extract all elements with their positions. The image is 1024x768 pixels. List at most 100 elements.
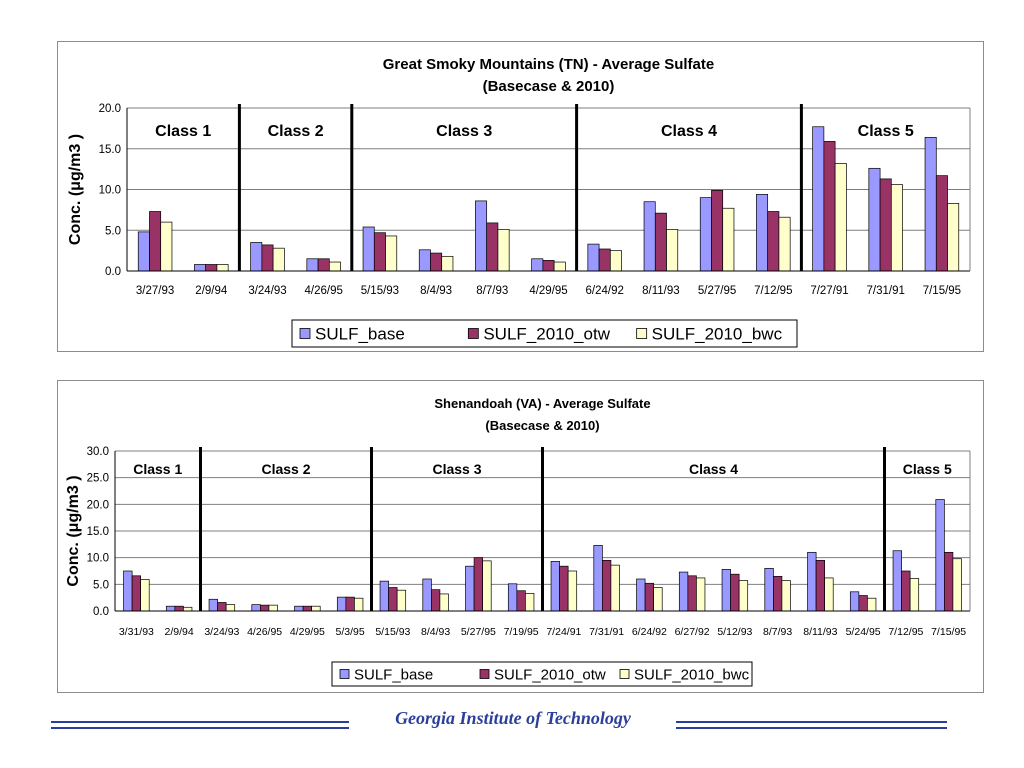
bar-sulf-2010-bwc bbox=[781, 580, 791, 612]
bar-sulf-2010-bwc bbox=[225, 604, 236, 612]
class-label: Class 3 bbox=[436, 123, 492, 140]
bar-sulf-base bbox=[807, 551, 817, 612]
bar-sulf-2010-bwc bbox=[952, 558, 962, 612]
bar-sulf-base bbox=[593, 545, 603, 612]
bar-sulf-2010-otw bbox=[516, 590, 526, 612]
bar-sulf-2010-otw bbox=[858, 595, 868, 612]
bar-sulf-2010-bwc bbox=[216, 264, 229, 272]
x-category-label: 5/15/93 bbox=[361, 285, 399, 297]
legend: SULF_base SULF_2010_otw SULF_2010_bwc bbox=[291, 319, 798, 348]
x-category-label: 8/11/93 bbox=[803, 626, 837, 638]
x-category-label: 2/9/94 bbox=[165, 626, 194, 638]
y-tick-label: 5.0 bbox=[93, 579, 109, 591]
x-category-label: 7/27/91 bbox=[810, 285, 848, 297]
chart-panel-shenandoah: Shenandoah (VA) - Average Sulfate (Baseca… bbox=[57, 380, 984, 693]
bar-sulf-2010-bwc bbox=[385, 235, 398, 272]
y-tick-label: 10.0 bbox=[87, 553, 109, 565]
x-category-label: 4/26/95 bbox=[247, 626, 282, 638]
bar-sulf-2010-otw bbox=[687, 575, 697, 612]
chart-panel-smoky: Great Smoky Mountains (TN) - Average Sul… bbox=[57, 41, 984, 352]
class-label: Class 1 bbox=[155, 123, 211, 140]
bar-sulf-2010-otw bbox=[542, 260, 555, 272]
bar-sulf-2010-otw bbox=[598, 248, 611, 272]
bar-sulf-base bbox=[636, 578, 646, 612]
bar-sulf-base bbox=[137, 231, 150, 272]
legend-box bbox=[291, 319, 798, 348]
legend-box bbox=[331, 661, 753, 687]
x-category-label: 7/19/95 bbox=[504, 626, 539, 638]
bar-sulf-2010-bwc bbox=[525, 593, 535, 612]
legend-swatch bbox=[339, 669, 350, 679]
bar-sulf-2010-bwc bbox=[890, 184, 903, 272]
bar-sulf-base bbox=[924, 136, 937, 272]
bar-sulf-2010-otw bbox=[473, 557, 484, 612]
bar-sulf-2010-bwc bbox=[272, 247, 285, 272]
bar-sulf-2010-otw bbox=[131, 575, 141, 612]
x-category-label: 7/15/95 bbox=[931, 626, 966, 638]
bar-sulf-2010-bwc bbox=[439, 593, 449, 612]
bar-sulf-base bbox=[194, 264, 207, 272]
bar-sulf-base bbox=[721, 569, 731, 612]
bar-sulf-2010-bwc bbox=[696, 577, 706, 612]
bar-sulf-base bbox=[868, 167, 881, 272]
bar-sulf-2010-otw bbox=[373, 232, 386, 272]
bar-sulf-2010-bwc bbox=[722, 207, 735, 272]
legend-label: SULF_2010_otw bbox=[483, 325, 610, 344]
y-tick-label: 25.0 bbox=[87, 473, 109, 485]
bar-sulf-2010-bwc bbox=[778, 216, 791, 272]
bar-sulf-2010-otw bbox=[317, 258, 330, 272]
bar-sulf-2010-otw bbox=[730, 573, 740, 612]
bar-sulf-2010-otw bbox=[174, 605, 184, 612]
x-category-label: 4/29/95 bbox=[290, 626, 325, 638]
class-label: Class 2 bbox=[261, 461, 310, 477]
bar-sulf-base bbox=[764, 567, 774, 612]
bar-sulf-2010-bwc bbox=[653, 587, 663, 612]
x-category-label: 8/4/93 bbox=[421, 626, 450, 638]
y-tick-label: 0.0 bbox=[93, 606, 109, 618]
bar-sulf-2010-bwc bbox=[609, 250, 622, 272]
chart-subtitle: (Basecase & 2010) bbox=[483, 78, 615, 95]
bar-sulf-2010-bwc bbox=[396, 589, 407, 612]
bar-sulf-2010-bwc bbox=[610, 564, 620, 612]
chart-title: Great Smoky Mountains (TN) - Average Sul… bbox=[383, 56, 714, 73]
bar-sulf-2010-otw bbox=[260, 604, 270, 612]
bar-sulf-base bbox=[165, 605, 176, 612]
bar-sulf-2010-otw bbox=[772, 575, 783, 612]
bar-sulf-base bbox=[250, 242, 263, 272]
bar-sulf-base bbox=[465, 565, 475, 612]
x-category-label: 2/9/94 bbox=[195, 285, 228, 297]
x-category-label: 7/12/95 bbox=[754, 285, 792, 297]
bar-sulf-2010-otw bbox=[345, 596, 355, 612]
bar-sulf-2010-otw bbox=[149, 211, 162, 272]
bar-sulf-base bbox=[251, 604, 261, 612]
bar-sulf-base bbox=[587, 243, 600, 272]
bar-sulf-2010-otw bbox=[823, 141, 836, 272]
bar-sulf-2010-bwc bbox=[160, 221, 173, 272]
x-category-label: 7/31/91 bbox=[589, 626, 624, 638]
bar-sulf-2010-otw bbox=[815, 559, 825, 612]
bar-sulf-2010-bwc bbox=[268, 604, 278, 612]
x-category-label: 5/12/93 bbox=[717, 626, 752, 638]
bar-sulf-2010-otw bbox=[261, 244, 274, 272]
bar-sulf-base bbox=[208, 598, 218, 612]
bar-sulf-2010-otw bbox=[767, 211, 780, 272]
bar-sulf-base bbox=[849, 591, 860, 612]
bar-sulf-base bbox=[123, 570, 133, 612]
bar-sulf-2010-bwc bbox=[824, 577, 834, 612]
x-category-label: 8/11/93 bbox=[642, 285, 680, 297]
class-label: Class 4 bbox=[689, 461, 738, 477]
bar-sulf-2010-otw bbox=[559, 565, 569, 612]
bar-sulf-base bbox=[812, 126, 825, 272]
x-category-label: 4/29/95 bbox=[529, 285, 567, 297]
bar-sulf-base bbox=[507, 583, 518, 612]
footer-rule-right bbox=[676, 721, 947, 729]
x-category-label: 5/3/95 bbox=[336, 626, 365, 638]
class-label: Class 1 bbox=[133, 461, 182, 477]
x-category-label: 5/15/93 bbox=[375, 626, 410, 638]
bar-sulf-2010-bwc bbox=[909, 578, 920, 612]
bar-sulf-2010-bwc bbox=[497, 229, 510, 272]
x-category-label: 7/31/91 bbox=[867, 285, 905, 297]
class-label: Class 3 bbox=[432, 461, 481, 477]
x-category-label: 5/27/95 bbox=[461, 626, 496, 638]
bar-sulf-2010-bwc bbox=[834, 163, 847, 272]
